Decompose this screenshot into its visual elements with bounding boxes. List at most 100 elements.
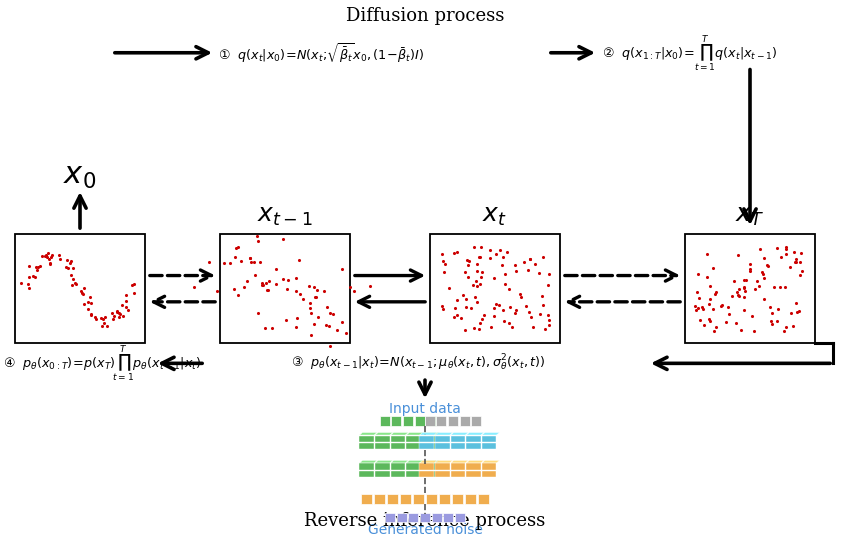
Point <box>107 312 121 321</box>
Point <box>14 279 28 288</box>
Point <box>228 253 241 262</box>
Point <box>757 254 771 262</box>
Point <box>343 282 356 291</box>
Point <box>210 286 224 295</box>
Bar <box>375 443 389 449</box>
Point <box>536 292 549 301</box>
Text: ①  $q(x_t|x_0)\!=\!N(x_t;\!\sqrt{\bar{\beta}_t}x_0,(1\!-\!\bar{\beta}_t)I)$: ① $q(x_t|x_0)\!=\!N(x_t;\!\sqrt{\bar{\be… <box>218 41 424 65</box>
Point <box>442 284 456 292</box>
Point <box>744 267 757 275</box>
Point <box>28 272 42 281</box>
Point <box>501 248 514 256</box>
Point <box>508 308 522 317</box>
Point <box>796 266 809 275</box>
Bar <box>471 416 481 426</box>
Point <box>737 306 751 315</box>
Point <box>473 325 486 333</box>
Point <box>688 302 702 311</box>
Point <box>456 291 469 299</box>
Bar <box>467 436 481 442</box>
Point <box>474 273 488 281</box>
Point <box>257 281 270 289</box>
Point <box>708 290 722 299</box>
Point <box>487 303 501 312</box>
Point <box>744 260 757 268</box>
Point <box>42 255 56 264</box>
Point <box>247 258 261 266</box>
Point <box>755 268 768 276</box>
Polygon shape <box>467 433 484 435</box>
Polygon shape <box>435 433 453 435</box>
Point <box>223 259 236 267</box>
Text: Generated noise: Generated noise <box>367 523 483 537</box>
Point <box>536 301 550 310</box>
Point <box>523 254 536 263</box>
Point <box>475 268 489 276</box>
Point <box>113 310 127 319</box>
Bar <box>420 443 434 449</box>
Point <box>22 280 36 288</box>
Point <box>779 242 793 251</box>
Point <box>436 304 450 313</box>
Bar <box>403 416 413 426</box>
Point <box>85 310 99 319</box>
Point <box>472 253 485 262</box>
Point <box>116 300 129 309</box>
Point <box>487 312 501 320</box>
Point <box>691 304 705 313</box>
Point <box>44 253 58 261</box>
Bar <box>444 512 454 522</box>
Point <box>469 276 483 285</box>
Point <box>261 286 275 295</box>
Point <box>467 323 480 332</box>
Point <box>779 244 793 253</box>
Polygon shape <box>422 433 439 435</box>
Bar <box>450 443 465 449</box>
Bar <box>360 494 372 504</box>
Point <box>484 323 498 332</box>
Point <box>30 266 43 274</box>
Bar <box>422 436 437 442</box>
Point <box>60 263 73 272</box>
Point <box>514 293 528 302</box>
Point <box>459 302 473 311</box>
Point <box>756 274 770 282</box>
Point <box>474 243 488 252</box>
Point <box>496 260 509 269</box>
Point <box>83 292 97 301</box>
Point <box>787 248 801 256</box>
Point <box>217 258 230 267</box>
Bar <box>448 416 458 426</box>
Point <box>779 249 793 258</box>
Point <box>707 327 721 335</box>
Point <box>290 314 303 322</box>
Point <box>68 278 82 287</box>
Point <box>40 251 54 260</box>
Bar <box>450 436 465 442</box>
Point <box>772 305 785 314</box>
Point <box>477 310 490 319</box>
Point <box>265 324 279 333</box>
Point <box>438 267 451 276</box>
Point <box>262 276 275 285</box>
Bar <box>391 443 405 449</box>
Point <box>450 295 464 304</box>
Text: ④  $p_\theta(x_{0:T})\!=\!p(x_T)\!\prod_{t=1}^{T}p_\theta(x_{t-1}|x_t)$: ④ $p_\theta(x_{0:T})\!=\!p(x_T)\!\prod_{… <box>3 343 201 383</box>
Point <box>33 261 47 270</box>
Point <box>22 284 36 292</box>
Point <box>789 299 802 307</box>
Point <box>229 243 242 252</box>
Point <box>320 321 333 329</box>
Point <box>490 300 503 309</box>
Bar <box>420 436 434 442</box>
Point <box>76 290 90 299</box>
Bar <box>467 463 481 470</box>
Point <box>745 312 759 320</box>
Point <box>743 265 756 273</box>
Bar <box>450 463 465 470</box>
Point <box>100 321 114 330</box>
Bar <box>408 512 418 522</box>
Point <box>310 286 324 294</box>
Polygon shape <box>467 461 484 463</box>
Point <box>509 306 523 315</box>
